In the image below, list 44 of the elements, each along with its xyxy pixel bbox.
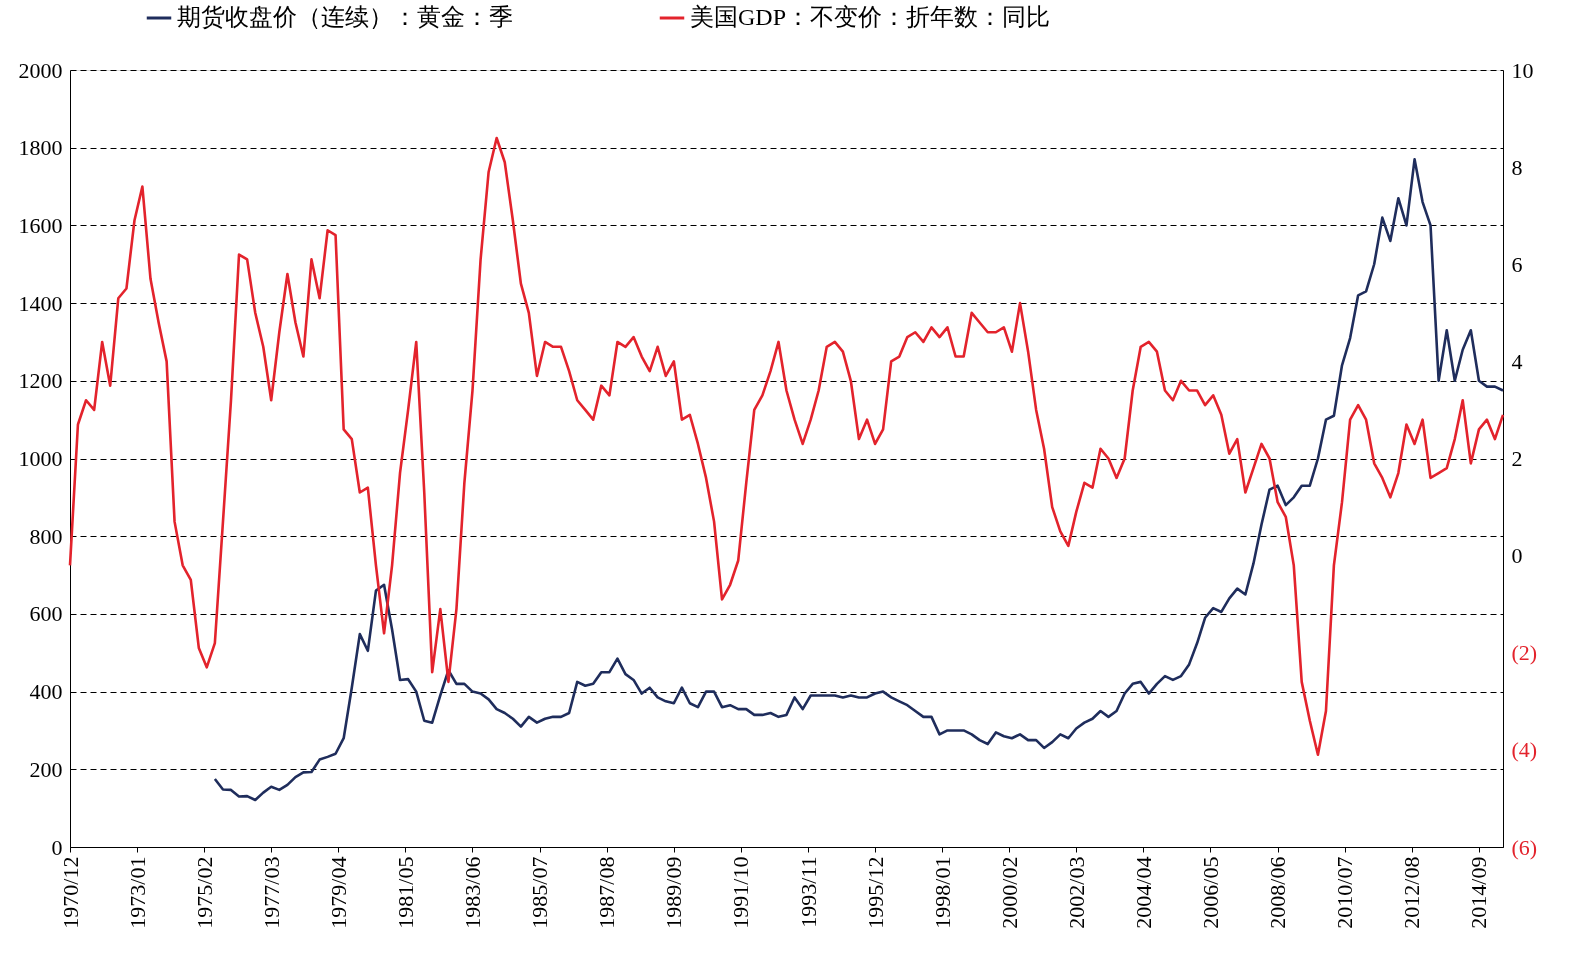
x-tick-label: 1991/10 bbox=[728, 856, 754, 929]
y2-tick-label: 8 bbox=[1511, 154, 1523, 180]
y-tick-label: 2000 bbox=[18, 57, 63, 83]
x-tick-label: 1995/12 bbox=[862, 856, 888, 929]
y-tick-label: 1400 bbox=[18, 290, 63, 316]
x-tick-label: 1993/11 bbox=[795, 856, 821, 928]
x-tick-label: 2002/03 bbox=[1063, 856, 1089, 929]
x-tick-label: 1975/02 bbox=[191, 856, 217, 929]
x-tick-label: 2004/04 bbox=[1130, 856, 1156, 929]
y2-tick-label: 4 bbox=[1511, 348, 1523, 374]
y2-tick-label: (2) bbox=[1511, 640, 1538, 666]
x-tick-label: 2008/06 bbox=[1265, 856, 1291, 929]
x-tick-label: 1977/03 bbox=[258, 856, 284, 929]
x-tick-label: 1989/09 bbox=[661, 856, 687, 929]
y2-tick-label: (4) bbox=[1511, 737, 1538, 763]
y2-tick-label: 0 bbox=[1511, 543, 1523, 569]
y-tick-label: 1000 bbox=[18, 446, 63, 471]
x-tick-label: 1998/01 bbox=[929, 856, 955, 929]
x-tick-label: 1987/08 bbox=[594, 856, 620, 929]
x-tick-label: 2014/09 bbox=[1466, 856, 1492, 929]
y2-tick-label: (6) bbox=[1511, 834, 1538, 860]
y-tick-label: 200 bbox=[29, 756, 63, 782]
x-tick-label: 2010/07 bbox=[1332, 856, 1358, 929]
y-tick-label: 1800 bbox=[18, 135, 63, 161]
y2-tick-label: 2 bbox=[1511, 446, 1523, 471]
x-tick-label: 1983/06 bbox=[459, 856, 485, 929]
x-tick-label: 2000/02 bbox=[996, 856, 1022, 929]
y2-tick-label: 10 bbox=[1511, 57, 1534, 83]
x-tick-label: 2012/08 bbox=[1399, 856, 1425, 929]
x-tick-label: 1981/05 bbox=[392, 856, 418, 929]
x-tick-label: 1979/04 bbox=[325, 856, 351, 929]
y-tick-label: 1200 bbox=[18, 368, 63, 394]
x-tick-label: 1985/07 bbox=[527, 856, 553, 929]
y2-tick-label: 6 bbox=[1511, 251, 1523, 277]
legend-label: 期货收盘价（连续）：黄金：季 bbox=[177, 4, 513, 30]
x-tick-label: 1973/01 bbox=[124, 856, 150, 929]
y-tick-label: 400 bbox=[29, 679, 63, 705]
y-tick-label: 800 bbox=[29, 523, 63, 549]
line-series bbox=[68, 136, 1505, 757]
line-series bbox=[213, 158, 1505, 802]
y-tick-label: 1600 bbox=[18, 212, 63, 238]
y-tick-label: 600 bbox=[29, 601, 63, 627]
x-tick-label: 2006/05 bbox=[1197, 856, 1223, 929]
legend-label: 美国GDP：不变价：折年数：同比 bbox=[690, 4, 1051, 30]
